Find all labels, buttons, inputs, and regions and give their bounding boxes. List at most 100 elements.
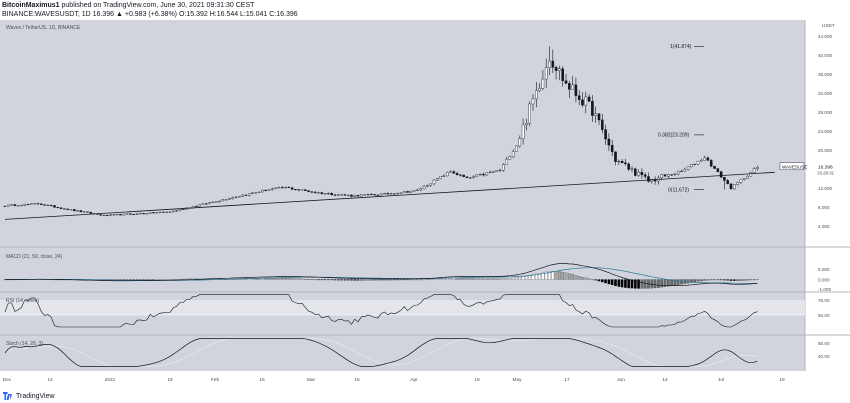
macd-histogram-bar — [680, 279, 683, 285]
candle-body — [89, 212, 93, 214]
candle-body — [475, 174, 479, 177]
candle-body — [330, 193, 334, 195]
candle-body — [30, 203, 33, 205]
candle-body — [726, 180, 729, 184]
macd-histogram-bar — [749, 279, 753, 281]
candle-body — [663, 174, 667, 177]
macd-histogram-bar — [538, 273, 541, 280]
candle-body — [82, 211, 86, 213]
candle-body — [551, 60, 555, 68]
candle-body — [360, 194, 363, 197]
candle-body — [709, 160, 713, 167]
candle-body — [379, 193, 383, 196]
candle-body — [624, 162, 627, 165]
macd-histogram-bar — [719, 279, 723, 281]
candle-body — [574, 84, 578, 96]
candle-body — [63, 208, 66, 210]
candle-body — [713, 165, 716, 169]
tradingview-logo[interactable]: TradingView — [3, 392, 55, 400]
fib-level-label: 1(41.874) — [670, 44, 692, 50]
candle-body — [650, 179, 654, 182]
macd-histogram-bar — [277, 278, 281, 280]
candle-body — [162, 211, 165, 213]
macd-histogram-bar — [732, 279, 736, 281]
macd-histogram-bar — [436, 278, 439, 280]
candle-body — [195, 205, 198, 207]
price-tick-label: 44.000 — [818, 34, 832, 39]
chart-header: BitcoinMaximus1 published on TradingView… — [0, 0, 850, 20]
candle-body — [43, 204, 46, 206]
macd-histogram-bar — [723, 279, 726, 281]
macd-histogram-bar — [465, 278, 469, 280]
candle-body — [703, 157, 706, 161]
candle-body — [403, 191, 406, 193]
candle-body — [366, 193, 370, 195]
macd-histogram-bar — [162, 279, 165, 280]
macd-histogram-bar — [320, 279, 324, 281]
candle-body — [422, 186, 426, 190]
macd-histogram-bar — [706, 279, 710, 281]
macd-histogram-bar — [383, 279, 386, 281]
candle-body — [700, 159, 703, 162]
macd-histogram-bar — [350, 279, 353, 281]
macd-histogram-bar — [554, 271, 558, 280]
footer: TradingView — [0, 391, 850, 403]
macd-histogram-bar — [610, 279, 614, 286]
candle-body — [99, 214, 102, 216]
macd-histogram-bar — [135, 279, 139, 281]
candle-body — [535, 90, 538, 100]
macd-histogram-bar — [307, 279, 310, 280]
candle-body — [736, 182, 739, 185]
macd-histogram-bar — [459, 278, 462, 280]
macd-histogram-bar — [531, 274, 535, 280]
time-tick-label: May — [512, 377, 522, 383]
macd-histogram-bar — [356, 279, 360, 281]
chart-svg[interactable]: 1(41.874) 0.382(23.209) 0(11.672) 44.000 40.… — [0, 20, 850, 391]
candle-body — [307, 190, 310, 192]
symbol-tag-box — [779, 162, 805, 170]
macd-tick-label: -1.000 — [818, 287, 831, 292]
candle-body — [601, 119, 604, 130]
stoch-k-line — [4, 338, 758, 367]
macd-histogram-bar — [142, 279, 145, 281]
candle-body — [323, 193, 327, 195]
candle-body — [373, 194, 376, 196]
macd-histogram-bar — [756, 279, 759, 280]
candle-body — [145, 213, 149, 215]
macd-histogram-bar — [132, 279, 136, 281]
author-name[interactable]: BitcoinMaximus1 — [2, 2, 60, 9]
candle-body — [79, 210, 83, 213]
macd-histogram-bar — [366, 279, 370, 281]
candle-body — [465, 176, 469, 178]
candle-body — [346, 194, 350, 196]
macd-histogram-bar — [297, 278, 301, 280]
macd-histogram-bar — [508, 278, 512, 280]
candle-body — [155, 212, 159, 214]
time-tick-label: 19 — [779, 377, 785, 383]
macd-histogram-bar — [518, 277, 522, 280]
candle-body — [462, 174, 466, 178]
candle-body — [3, 205, 7, 207]
candle-body — [142, 213, 145, 215]
candle-body — [749, 172, 753, 177]
macd-tick-label: 5.000 — [818, 267, 830, 272]
macd-histogram-bar — [330, 279, 334, 281]
candle-body — [6, 204, 10, 207]
macd-histogram-bar — [310, 279, 314, 280]
chart-area[interactable]: 1(41.874) 0.382(23.209) 0(11.672) 44.000 40.… — [0, 20, 850, 391]
candle-body — [244, 194, 248, 196]
candle-body — [33, 203, 36, 205]
time-tick-label: Dec — [3, 377, 12, 383]
macd-histogram-bar — [406, 279, 409, 281]
price-tick-label: 24.000 — [818, 129, 832, 134]
candle-body — [498, 169, 502, 171]
macd-histogram-bar — [571, 274, 574, 280]
candle-body — [333, 194, 337, 196]
candle-body — [746, 176, 749, 179]
macd-histogram-bar — [713, 279, 716, 281]
time-tick-label: Apr — [410, 377, 418, 383]
candle-body — [171, 210, 175, 213]
candle-body — [20, 205, 23, 207]
price-tick-label: 40.000 — [818, 53, 832, 58]
candle-body — [23, 203, 27, 206]
